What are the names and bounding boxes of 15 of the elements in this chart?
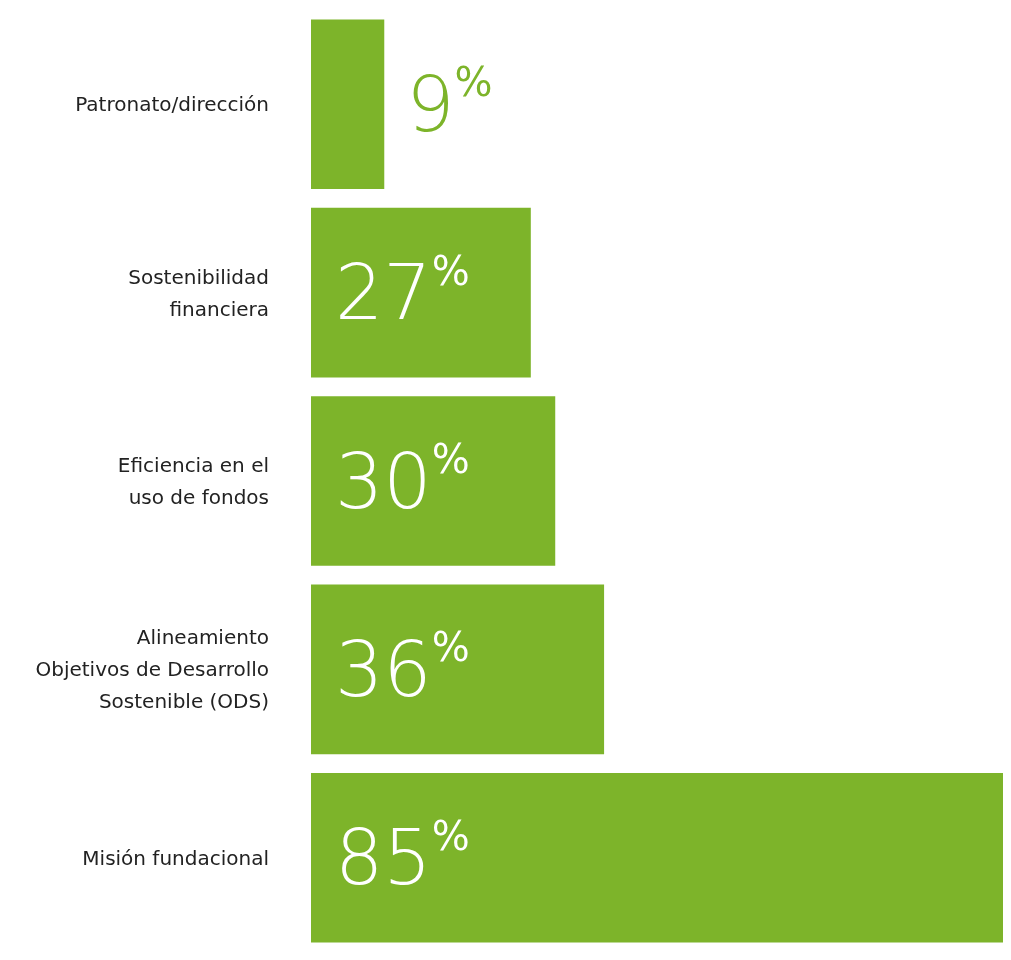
bar	[311, 396, 556, 566]
data-label: 36%	[335, 624, 470, 714]
bar	[311, 207, 531, 378]
bar	[311, 773, 1003, 943]
data-label: 30%	[335, 436, 470, 526]
bar	[311, 19, 385, 189]
data-label: 9%	[406, 59, 493, 149]
data-label: 27%	[335, 247, 470, 338]
y-tick-label: Sostenibilidad financiera	[128, 264, 269, 321]
data-label: 85%	[335, 812, 470, 903]
y-tick-label: Patronato/dirección	[75, 92, 269, 117]
bar	[311, 584, 605, 755]
y-tick-label: Misión fundacional	[82, 845, 269, 870]
y-tick-label: Alineamiento Objetivos de Desarrollo Sostenible (ODS)	[35, 625, 269, 714]
y-tick-label: Eficiencia en el uso de fondos	[117, 453, 269, 509]
